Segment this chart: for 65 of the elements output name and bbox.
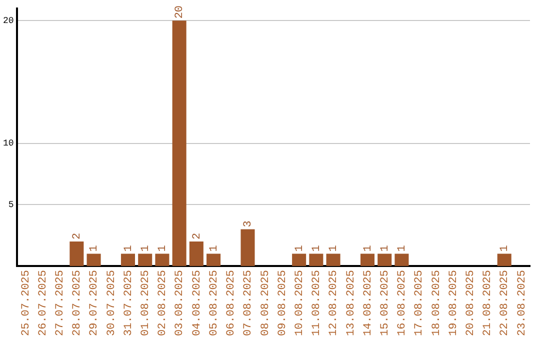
data-label: 2 <box>72 232 84 240</box>
x-tick-label: 31.07.2025 <box>122 270 135 336</box>
data-label: 1 <box>396 244 409 252</box>
bar <box>120 254 136 266</box>
data-label: 1 <box>122 244 135 252</box>
x-tick-label: 25.07.2025 <box>20 270 32 336</box>
bar <box>70 241 84 266</box>
bar <box>138 254 152 266</box>
x-tick-label: 28.07.2025 <box>72 270 84 336</box>
data-label: 3 <box>242 220 255 228</box>
data-label: 1 <box>88 244 101 252</box>
x-tick-label: 26.07.2025 <box>37 270 50 336</box>
x-tick-label: 03.08.2025 <box>174 270 186 336</box>
x-tick-label: 06.08.2025 <box>226 270 238 336</box>
data-label: 20 <box>174 5 186 19</box>
data-label: 1 <box>362 244 374 252</box>
data-label: 1 <box>294 244 306 252</box>
bar <box>155 254 170 266</box>
x-tick-label: 20.08.2025 <box>465 270 478 336</box>
bar <box>326 254 340 266</box>
bar <box>189 241 204 266</box>
data-label: 1 <box>311 244 324 252</box>
x-tick-label: 29.07.2025 <box>88 270 101 336</box>
x-tick-label: 12.08.2025 <box>328 270 340 336</box>
data-label: 1 <box>499 244 512 252</box>
bar <box>292 254 306 266</box>
bar <box>309 254 324 266</box>
bar <box>172 20 186 266</box>
bar <box>206 254 221 266</box>
x-tick-label: 04.08.2025 <box>191 270 204 336</box>
bar <box>497 254 512 266</box>
x-tick-label: 11.08.2025 <box>311 270 324 336</box>
bar <box>86 254 101 266</box>
data-label: 1 <box>157 244 170 252</box>
data-label: 1 <box>208 244 220 252</box>
data-label: 2 <box>191 232 204 240</box>
y-tick-label: 10 <box>2 138 14 149</box>
x-tick-label: 30.07.2025 <box>106 270 118 336</box>
x-tick-label: 18.08.2025 <box>430 270 443 336</box>
x-tick-label: 19.08.2025 <box>448 270 460 336</box>
x-tick-label: 22.08.2025 <box>499 270 512 336</box>
bar <box>378 254 392 266</box>
x-tick-label: 21.08.2025 <box>482 270 494 336</box>
x-tick-label: 10.08.2025 <box>294 270 306 336</box>
y-tick-label: 20 <box>2 16 14 26</box>
x-tick-label: 15.08.2025 <box>380 270 392 336</box>
x-tick-label: 08.08.2025 <box>260 270 272 336</box>
bar <box>394 254 409 266</box>
x-tick-label: 01.08.2025 <box>140 270 152 336</box>
data-label: 1 <box>380 244 392 252</box>
x-tick-label: 13.08.2025 <box>345 270 358 336</box>
x-tick-label: 05.08.2025 <box>208 270 220 336</box>
y-tick-label: 5 <box>8 200 14 210</box>
x-tick-label: 09.08.2025 <box>276 270 289 336</box>
x-tick-label: 23.08.2025 <box>516 270 528 336</box>
data-label: 1 <box>140 244 152 252</box>
x-tick-label: 27.07.2025 <box>54 270 66 336</box>
data-label: 1 <box>328 244 340 252</box>
bar <box>360 254 374 266</box>
x-tick-label: 17.08.2025 <box>414 270 426 336</box>
x-tick-label: 16.08.2025 <box>396 270 409 336</box>
bar <box>240 229 255 266</box>
x-tick-label: 02.08.2025 <box>157 270 170 336</box>
x-tick-label: 14.08.2025 <box>362 270 374 336</box>
x-tick-label: 07.08.2025 <box>242 270 255 336</box>
